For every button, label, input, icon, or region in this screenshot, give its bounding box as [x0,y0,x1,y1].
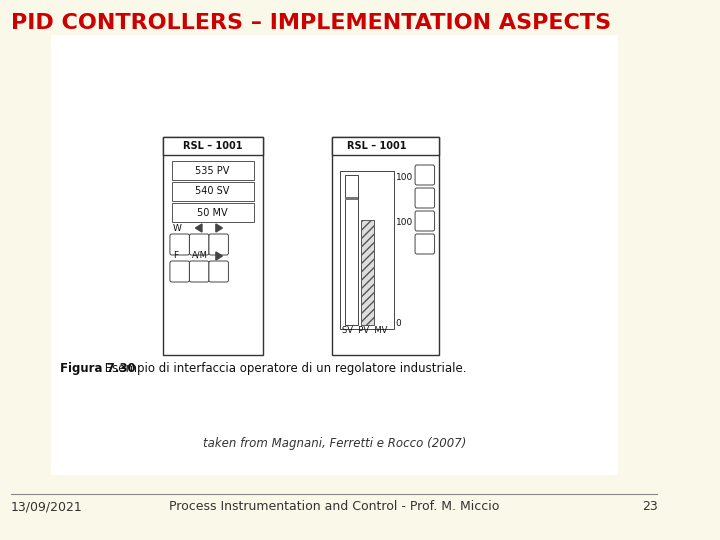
Text: W: W [173,224,181,233]
FancyBboxPatch shape [415,165,435,185]
Text: Process Instrumentation and Control - Prof. M. Miccio: Process Instrumentation and Control - Pr… [169,500,500,513]
Text: RSL – 1001: RSL – 1001 [347,141,406,151]
FancyBboxPatch shape [170,261,189,282]
Text: 13/09/2021: 13/09/2021 [11,500,83,513]
Bar [172,182,253,201]
FancyBboxPatch shape [189,261,209,282]
FancyBboxPatch shape [415,234,435,254]
Text: PID CONTROLLERS – IMPLEMENTATION ASPECTS: PID CONTROLLERS – IMPLEMENTATION ASPECTS [11,13,611,33]
Text: Figura 7.30: Figura 7.30 [60,362,136,375]
FancyBboxPatch shape [415,211,435,231]
Polygon shape [216,224,222,232]
Text: taken from Magnani, Ferretti e Rocco (2007): taken from Magnani, Ferretti e Rocco (20… [202,437,466,450]
Text: 100: 100 [395,173,413,182]
Text: A/M: A/M [192,251,208,260]
FancyBboxPatch shape [189,234,209,255]
Bar [333,137,439,355]
Bar [51,35,618,475]
Polygon shape [195,224,202,232]
Text: 540 SV: 540 SV [195,186,230,197]
Text: RSL – 1001: RSL – 1001 [183,141,243,151]
Text: 100: 100 [395,218,413,227]
Text: SV  PV  MV: SV PV MV [342,326,387,335]
FancyBboxPatch shape [209,261,228,282]
Text: 50 MV: 50 MV [197,207,228,218]
Text: 535 PV: 535 PV [195,165,230,176]
Bar [333,137,439,155]
Bar [361,220,374,325]
Text: F: F [173,251,178,260]
FancyBboxPatch shape [415,188,435,208]
Text: Esempio di interfaccia operatore di un regolatore industriale.: Esempio di interfaccia operatore di un r… [102,362,467,375]
FancyBboxPatch shape [209,234,228,255]
Bar [344,197,358,200]
Text: 0: 0 [395,319,401,328]
FancyBboxPatch shape [170,234,189,255]
Bar [163,137,263,155]
Text: 23: 23 [642,500,657,513]
Bar [172,161,253,180]
Bar [344,175,358,325]
Polygon shape [216,252,222,260]
Bar [340,171,394,329]
Bar [163,137,263,355]
Bar [172,203,253,222]
